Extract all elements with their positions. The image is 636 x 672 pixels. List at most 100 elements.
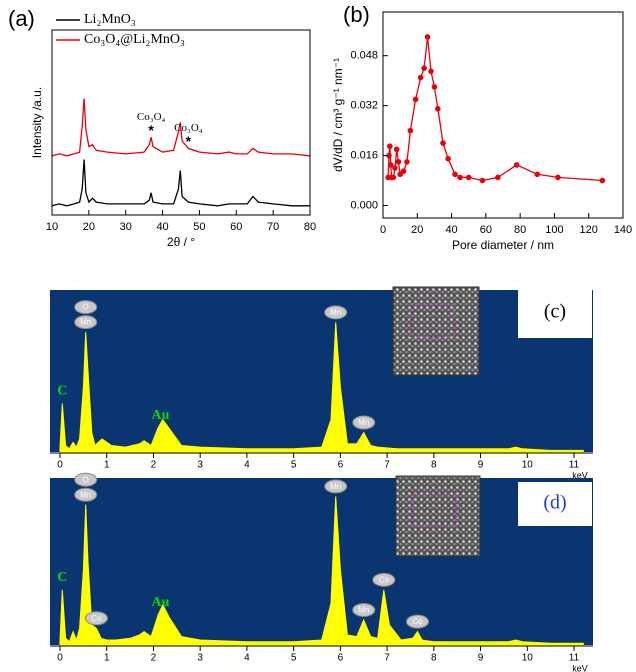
spectrum-background: [50, 290, 593, 452]
annotation-label: Co₃O₄: [174, 122, 203, 134]
peak-label: O: [83, 475, 89, 484]
legend-entry: Co₃O₄@Li₂MnO₃: [56, 32, 185, 47]
point: [387, 162, 394, 168]
x-tick-label: 6: [338, 460, 344, 471]
point: [599, 177, 606, 184]
peak-badge-bg: [372, 572, 396, 587]
point: [404, 159, 410, 165]
x-tick-label: 80: [514, 224, 526, 236]
panel-label: (a): [8, 6, 35, 31]
point: [393, 146, 400, 153]
peak-badge: Co: [84, 611, 108, 626]
x-tick-label: 3: [197, 653, 203, 664]
x-tick-label: 10: [522, 653, 534, 664]
x-tick-label: 7: [384, 460, 390, 471]
y-tick-label: 0.016: [350, 149, 378, 161]
sem-inset: [395, 475, 481, 557]
point: [465, 174, 472, 181]
peak-label: C: [57, 384, 67, 399]
x-axis-label: keV: [572, 470, 588, 480]
annotation-marker: *: [186, 133, 192, 149]
peak-badge-bg: [84, 611, 108, 626]
series-line: [387, 36, 603, 182]
point: [513, 162, 520, 168]
peak-badge-bg: [74, 300, 98, 315]
point: [440, 140, 446, 146]
peak-badge: Mn: [352, 602, 376, 617]
panel-label: (d): [543, 492, 566, 514]
panel-label-box: [518, 288, 592, 338]
x-tick-label: 100: [545, 224, 563, 236]
annotation-marker: *: [148, 122, 154, 138]
point: [407, 127, 414, 134]
peak-badge-bg: [352, 602, 376, 617]
peak-label: Co: [91, 614, 102, 623]
peak-badge: Mn: [324, 479, 348, 494]
x-tick-label: 60: [480, 224, 492, 236]
point: [395, 159, 402, 165]
peak-label: Co: [412, 617, 423, 626]
panel-label: (c): [544, 301, 566, 323]
point: [534, 171, 541, 178]
peak-badge-bg: [352, 415, 376, 430]
x-tick-label: 80: [304, 221, 316, 233]
peak-badge: Mn: [324, 305, 348, 320]
point: [445, 155, 451, 162]
peak-label: Mn: [330, 482, 341, 491]
x-axis-label: 2θ / °: [167, 235, 195, 249]
point: [421, 65, 427, 71]
legend-entry: Li₂MnO₃: [56, 12, 136, 27]
peak-badge-bg: [74, 487, 98, 502]
point: [386, 152, 392, 159]
x-tick-label: 40: [156, 221, 168, 233]
x-tick-label: 2: [151, 653, 157, 664]
plot-frame: [382, 11, 624, 219]
x-tick-label: 4: [244, 460, 250, 471]
peak-label: Co: [379, 575, 390, 584]
x-tick-label: 120: [580, 224, 598, 236]
x-tick-label: 20: [83, 221, 95, 233]
series-line: [51, 98, 311, 157]
point: [390, 174, 397, 181]
panel-label-box: [518, 482, 592, 526]
point: [392, 165, 398, 171]
point: [457, 174, 463, 181]
x-tick-label: 5: [291, 460, 297, 471]
point: [417, 74, 424, 81]
peak-badge-bg: [324, 305, 348, 320]
x-tick-label: 7: [384, 653, 390, 664]
peak-label: Au: [152, 595, 170, 610]
x-tick-label: 40: [445, 224, 457, 236]
x-axis-label: keV: [572, 663, 588, 672]
peak-badge: Co: [405, 614, 429, 629]
x-axis-label: Pore diameter / nm: [452, 238, 554, 252]
peak-label: Au: [152, 408, 170, 423]
panel-label: (b): [343, 2, 370, 27]
point: [424, 34, 431, 40]
peak-badge: Co: [372, 572, 396, 587]
x-tick-label: 2: [151, 460, 157, 471]
peak-badge: O: [74, 300, 98, 315]
inset-selection: [412, 493, 458, 527]
point: [479, 177, 486, 184]
y-axis-label: dV/dD / cm³ g⁻¹ nm⁻¹: [331, 58, 345, 172]
x-tick-label: 0: [57, 460, 63, 471]
x-tick-label: 8: [431, 653, 437, 664]
point: [555, 174, 561, 181]
plot-frame: [51, 29, 311, 216]
x-tick-label: 1: [104, 460, 110, 471]
point: [400, 168, 407, 174]
x-tick-label: 20: [411, 224, 423, 236]
x-tick-label: 1: [104, 653, 110, 664]
peak-label: Mn: [358, 418, 369, 427]
spectrum-area: [59, 322, 584, 453]
x-tick-label: 4: [244, 653, 250, 664]
x-tick-label: 9: [478, 460, 484, 471]
y-axis-label: Intensity /a.u.: [30, 87, 44, 158]
x-tick-label: 60: [230, 221, 242, 233]
peak-label: O: [83, 303, 89, 312]
x-tick-label: 11: [569, 460, 580, 471]
y-tick-label: 0.032: [350, 100, 378, 112]
annotation-label: Co₃O₄: [137, 111, 166, 123]
